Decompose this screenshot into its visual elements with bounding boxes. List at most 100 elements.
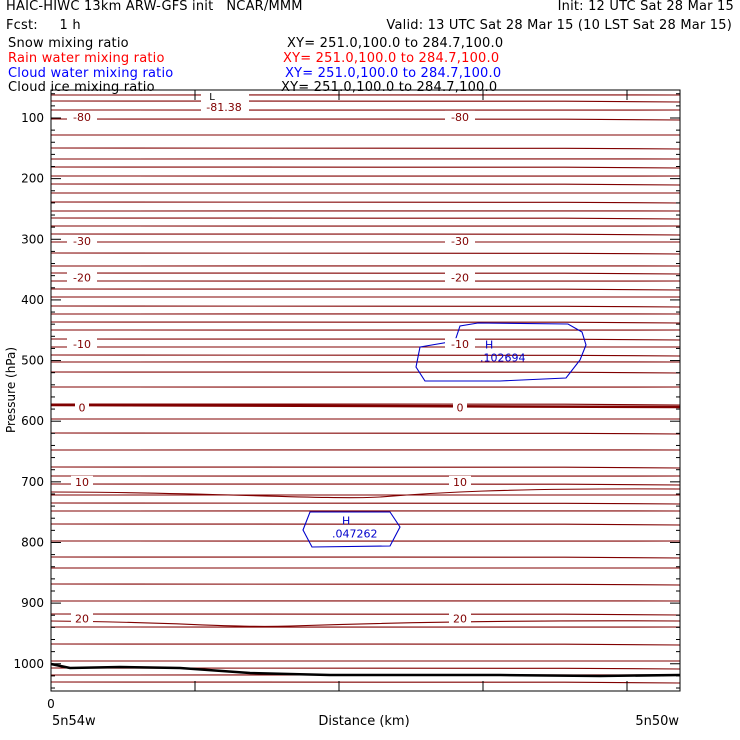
contour-label: 20 (75, 612, 89, 625)
field-xy-snow: XY= 251.0,100.0 to 284.7,100.0 (287, 36, 504, 51)
header-init-time: Init: 12 UTC Sat 28 Mar 15 (557, 0, 734, 14)
y-tick-label: 200 (21, 172, 44, 186)
contour-label: 20 (453, 612, 467, 625)
low-marker-bg (201, 90, 249, 112)
isotherm-line (50, 583, 681, 586)
contour-label-bg (67, 271, 97, 284)
contour-label: -80 (73, 111, 91, 124)
y-tick-label: 800 (21, 535, 44, 549)
isotherm-line (50, 502, 681, 505)
contour-label-bg (445, 110, 475, 123)
x-endpoint-right: 5n50w (635, 714, 679, 729)
contour-label: -10 (451, 338, 469, 351)
field-label-snow: Snow mixing ratio (8, 36, 129, 51)
terrain-surface-line (50, 662, 681, 678)
contour-labels: -80 -80 -30 -30 -20 -20 -10 -10 0 0 10 10 20 20 L-81.3… (67, 90, 526, 625)
header-forecast-hour: Fcst: 1 h (6, 18, 81, 33)
isotherm-line (50, 147, 681, 150)
y-tick-label: 700 (21, 475, 44, 489)
x-axis-label: Distance (km) (318, 714, 409, 729)
contour-label: -20 (73, 271, 91, 284)
field-label-cloud-water: Cloud water mixing ratio (8, 66, 174, 81)
y-tick-label: 500 (21, 354, 44, 368)
field-label-rain: Rain water mixing ratio (8, 51, 165, 66)
contour-label-bg (453, 401, 467, 414)
contour-label: -80 (451, 111, 469, 124)
cloud-water-contour (415, 322, 587, 382)
low-marker-value: -81.38 (206, 101, 241, 114)
isotherm-line (50, 217, 681, 220)
isotherm-line (50, 432, 681, 435)
contour-label-bg (75, 401, 89, 414)
cloud-water-contours (302, 322, 587, 548)
isotherm-line (50, 354, 681, 357)
isotherm-line (50, 466, 681, 469)
cloud-water-contour (302, 511, 401, 548)
plot-frame (50, 89, 681, 692)
y-axis-label: Pressure (hPa) (4, 347, 18, 433)
y-tick-label: 600 (21, 414, 44, 428)
isotherm-line (50, 482, 681, 486)
contour-label-bg (71, 612, 93, 625)
contour-label: 0 (79, 401, 86, 414)
isotherm-line (50, 232, 681, 236)
contour-label-bg (449, 612, 471, 625)
header-title: HAIC-HIWC 13km ARW-GFS init NCAR/MMM (6, 0, 303, 14)
isotherm-line (50, 642, 681, 646)
terrain (50, 662, 681, 678)
isotherm-line (50, 100, 681, 103)
temperature-contours (50, 94, 681, 684)
isotherm-line (50, 287, 681, 291)
contour-label-bg (67, 235, 97, 248)
isotherm-line (50, 201, 681, 204)
y-tick-label: 400 (21, 293, 44, 307)
contour-label: 10 (453, 476, 467, 489)
cloud-max-value: .102694 (480, 351, 526, 364)
contour-label: -10 (73, 338, 91, 351)
cloud-max-value: .047262 (332, 527, 378, 540)
isotherm-line (50, 321, 681, 324)
y-tick-label: 900 (21, 596, 44, 610)
isotherm-line (50, 667, 681, 670)
isotherm-line (50, 681, 681, 684)
contour-label: -30 (73, 235, 91, 248)
cloud-max-letter: H (485, 338, 493, 351)
contour-label-bg (449, 475, 471, 488)
contour-label-bg (67, 338, 97, 351)
isotherm-line (50, 252, 681, 255)
isotherm-line (50, 371, 681, 374)
header-valid-time: Valid: 13 UTC Sat 28 Mar 15 (10 LST Sat … (386, 18, 732, 33)
contour-label-bg (71, 475, 93, 488)
x-axis: 0 (47, 90, 628, 711)
cloud-max-letter: H (342, 514, 350, 527)
isotherm-line (50, 620, 681, 627)
isotherm-zero-line (50, 403, 681, 409)
contour-label-bg (445, 235, 475, 248)
isotherm-line (50, 555, 681, 559)
isotherm-line (50, 613, 681, 616)
y-tick-label: 1000 (13, 657, 44, 671)
contour-label: 0 (457, 401, 464, 414)
field-xy-cloud-ice: XY= 251.0,100.0 to 284.7,100.0 (281, 80, 498, 95)
contour-label-bg (445, 338, 475, 351)
field-label-cloud-ice: Cloud ice mixing ratio (8, 80, 155, 95)
isotherm-line (50, 337, 681, 341)
isotherm-line (50, 305, 681, 308)
contour-label: 10 (75, 476, 89, 489)
isotherm-line (50, 523, 681, 526)
isotherm-line (50, 182, 681, 186)
field-xy-rain: XY= 251.0,100.0 to 284.7,100.0 (283, 51, 500, 66)
isotherm-line (50, 166, 681, 169)
x-endpoint-left: 5n54w (52, 714, 96, 729)
low-marker-letter: L (209, 92, 215, 103)
isotherm-line (50, 117, 681, 121)
contour-label: -20 (451, 271, 469, 284)
isotherm-line (50, 488, 681, 499)
contour-label-bg (445, 271, 475, 284)
y-tick-label: 100 (21, 111, 44, 125)
contour-label: -30 (451, 235, 469, 248)
x-tick-label: 0 (47, 697, 55, 711)
